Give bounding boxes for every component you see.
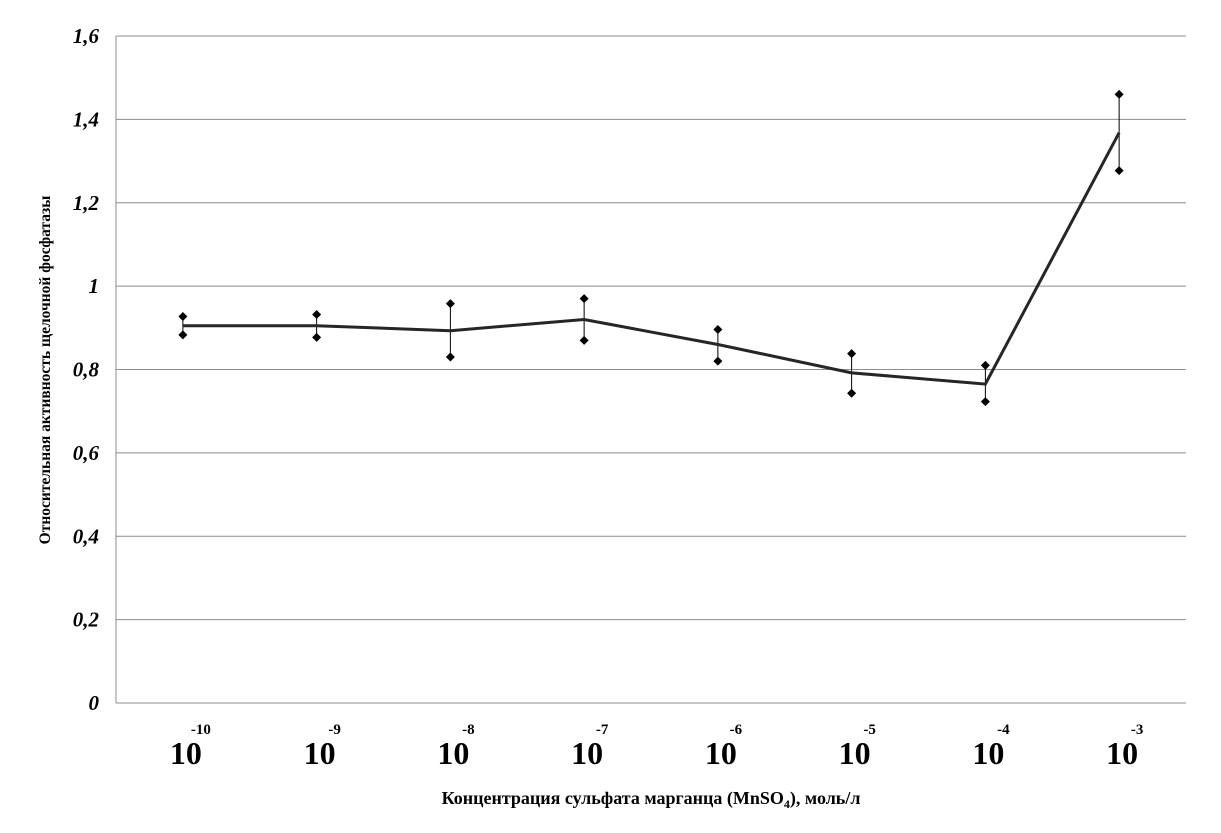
series-line-path (182, 132, 1121, 386)
y-tick-label: 1,4 (73, 107, 99, 131)
gridlines (115, 35, 1186, 704)
x-tick-base: 10 (705, 735, 737, 771)
x-tick-label: 10-9 (304, 722, 341, 771)
x-tick-exponent: -7 (596, 722, 609, 738)
error-lower-marker (713, 356, 723, 366)
error-lower-marker (1114, 166, 1124, 176)
series-line (182, 132, 1121, 386)
y-axis-ticks: 0 0,2 0,4 0,6 0,8 1 1,2 1,4 1,6 (73, 24, 100, 715)
x-axis-title-suffix: ), моль/л (790, 788, 861, 809)
x-tick-base: 10 (170, 735, 202, 771)
error-lower-marker (579, 335, 589, 345)
y-tick-label: 0,4 (73, 524, 99, 548)
x-tick-base: 10 (839, 735, 871, 771)
error-upper-marker (847, 349, 857, 359)
error-lower-marker (445, 352, 455, 362)
x-tick-exponent: -4 (997, 722, 1010, 738)
error-upper-marker (579, 294, 589, 304)
error-lower-marker (178, 330, 188, 340)
error-upper-marker (980, 360, 990, 370)
x-tick-exponent: -6 (730, 722, 743, 738)
error-upper-marker (445, 299, 455, 309)
error-lower-marker (847, 388, 857, 398)
error-upper-marker (1114, 89, 1124, 99)
error-upper-marker (312, 309, 322, 319)
error-bars (182, 94, 1120, 402)
x-tick-exponent: -3 (1131, 722, 1144, 738)
y-tick-label: 0,8 (73, 358, 100, 382)
x-tick-base: 10 (972, 735, 1004, 771)
error-markers (178, 89, 1124, 407)
y-tick-label: 0,2 (73, 608, 100, 632)
y-tick-label: 0 (89, 691, 100, 715)
error-upper-marker (178, 312, 188, 322)
y-tick-label: 0,6 (73, 441, 100, 465)
x-tick-label: 10-7 (571, 722, 609, 771)
x-tick-base: 10 (1106, 735, 1138, 771)
y-tick-label: 1,6 (73, 24, 100, 48)
x-tick-exponent: -9 (328, 722, 341, 738)
y-axis-title: Относительная активность щелочной фосфат… (37, 196, 54, 545)
x-axis-title: Концентрация сульфата марганца (MnSO4), … (442, 788, 861, 811)
error-upper-marker (713, 324, 723, 334)
x-tick-exponent: -8 (462, 722, 475, 738)
error-lower-marker (312, 332, 322, 342)
x-tick-label: 10-8 (437, 722, 474, 771)
x-tick-label: 10-10 (170, 722, 211, 771)
x-tick-label: 10-3 (1106, 722, 1143, 771)
x-tick-label: 10-5 (839, 722, 876, 771)
x-axis-title-prefix: Концентрация сульфата марганца (MnSO (442, 788, 784, 809)
x-tick-exponent: -10 (191, 722, 211, 738)
error-lower-marker (980, 397, 990, 407)
y-tick-label: 1 (89, 274, 100, 298)
x-tick-label: 10-6 (705, 722, 743, 771)
x-axis-title-subscript: 4 (784, 797, 790, 811)
x-tick-exponent: -5 (863, 722, 876, 738)
x-tick-base: 10 (571, 735, 603, 771)
x-tick-base: 10 (437, 735, 469, 771)
y-tick-label: 1,2 (73, 191, 100, 215)
x-tick-base: 10 (304, 735, 336, 771)
x-tick-label: 10-4 (972, 722, 1010, 771)
